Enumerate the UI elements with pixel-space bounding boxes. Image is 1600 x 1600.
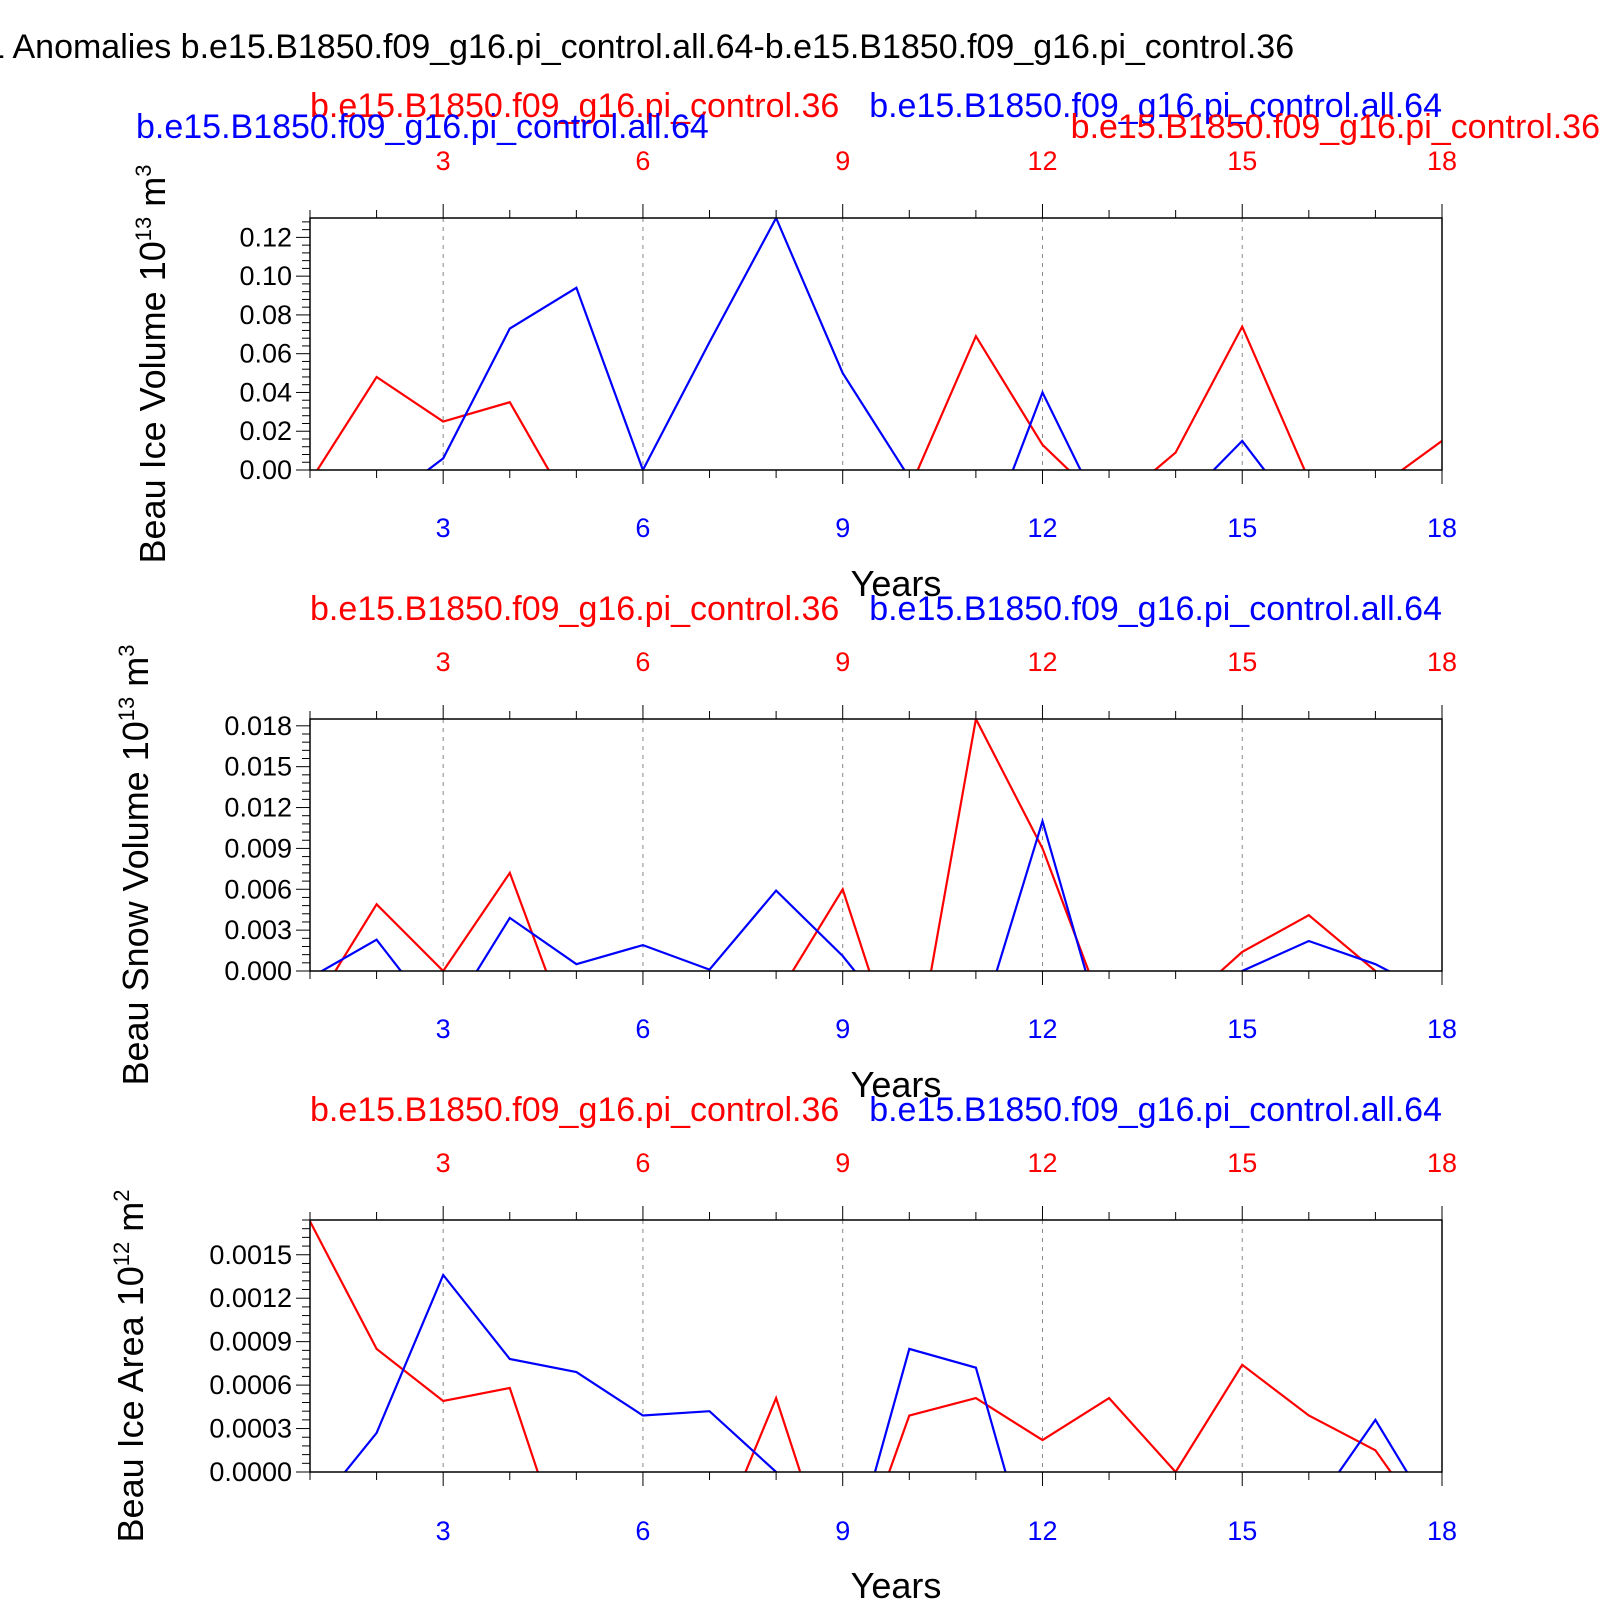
x-tick-label-bottom: 9 — [835, 513, 850, 543]
y-tick-label: 0.00 — [239, 455, 292, 485]
plot-frame — [309, 1219, 1443, 1473]
y-tick-label: 0.0000 — [209, 1457, 292, 1487]
x-tick-label-top: 12 — [1027, 647, 1057, 677]
y-tick-label: 0.006 — [224, 874, 292, 904]
x-tick-label-bottom: 18 — [1427, 1516, 1457, 1546]
series-group — [310, 1220, 1409, 1472]
series-title-red: b.e15.B1850.f09_g16.pi_control.36 — [310, 87, 839, 125]
series-title-blue: b.e15.B1850.f09_g16.pi_control.all.64 — [869, 87, 1442, 125]
y-tick-label: 0.000 — [224, 956, 292, 986]
y-axis-label: Beau Ice Area 1012 m2 — [109, 1190, 151, 1543]
x-tick-label-bottom: 15 — [1227, 1516, 1257, 1546]
y-tick-label: 0.009 — [224, 833, 292, 863]
x-tick-label-bottom: 12 — [1027, 1014, 1057, 1044]
plot-frame — [309, 217, 1443, 471]
x-tick-label-bottom: 3 — [436, 1516, 451, 1546]
series-title-blue-extra: b.e15.B1850.f09_g16.pi_control.all.64 — [136, 108, 709, 146]
x-tick-label-top: 3 — [436, 647, 451, 677]
y-axis-label: Beau Ice Volume 1013 m3 — [131, 165, 173, 564]
page-title: 1 Anomalies b.e15.B1850.f09_g16.pi_contr… — [0, 28, 1294, 66]
series-title-blue: b.e15.B1850.f09_g16.pi_control.all.64 — [869, 590, 1442, 628]
y-tick-label: 0.0015 — [209, 1240, 292, 1270]
x-tick-label-bottom: 3 — [436, 513, 451, 543]
x-tick-label-top: 6 — [635, 647, 650, 677]
x-tick-label-bottom: 18 — [1427, 513, 1457, 543]
x-tick-label-top: 15 — [1227, 1148, 1257, 1178]
series-line-blue — [426, 218, 1266, 470]
y-tick-label: 0.012 — [224, 793, 292, 823]
x-tick-label-bottom: 9 — [835, 1516, 850, 1546]
x-tick-label-top: 12 — [1027, 1148, 1057, 1178]
x-tick-label-bottom: 6 — [635, 1014, 650, 1044]
y-tick-label: 0.06 — [239, 339, 292, 369]
y-axis-label: Beau Snow Volume 1013 m3 — [114, 645, 156, 1086]
chart-panel-1: 3 3 6 6 9 9 12 12 15 15 18 18 0.00 0.02 0.04 0.06 0.08 0.… — [131, 87, 1600, 604]
plot-frame — [309, 718, 1443, 972]
y-tick-label: 0.04 — [239, 377, 292, 407]
series-line-blue — [343, 1272, 1409, 1472]
y-tick-label: 0.10 — [239, 261, 292, 291]
x-tick-label-bottom: 6 — [635, 1516, 650, 1546]
x-tick-label-top: 9 — [835, 1148, 850, 1178]
x-axis-label: Years — [851, 563, 942, 604]
series-group — [319, 719, 1392, 971]
y-tick-label: 0.0012 — [209, 1283, 292, 1313]
series-title-red: b.e15.B1850.f09_g16.pi_control.36 — [310, 1091, 839, 1129]
x-tick-label-top: 18 — [1427, 146, 1457, 176]
x-tick-label-top: 18 — [1427, 1148, 1457, 1178]
x-tick-label-bottom: 6 — [635, 513, 650, 543]
series-title-blue: b.e15.B1850.f09_g16.pi_control.all.64 — [869, 1091, 1442, 1129]
x-tick-label-top: 3 — [436, 146, 451, 176]
series-title-red: b.e15.B1850.f09_g16.pi_control.36 — [310, 590, 839, 628]
series-line-blue — [319, 817, 1392, 971]
x-tick-label-top: 18 — [1427, 647, 1457, 677]
chart-panel-2: 3 3 6 6 9 9 12 12 15 15 18 18 0.000 0.003 0.006 0.009 0.… — [114, 590, 1457, 1105]
x-tick-label-bottom: 12 — [1027, 1516, 1057, 1546]
x-tick-label-bottom: 12 — [1027, 513, 1057, 543]
x-tick-label-bottom: 9 — [835, 1014, 850, 1044]
x-tick-label-top: 6 — [635, 146, 650, 176]
y-tick-label: 0.02 — [239, 416, 292, 446]
series-group — [316, 218, 1442, 470]
x-tick-label-bottom: 18 — [1427, 1014, 1457, 1044]
y-tick-label: 0.0003 — [209, 1414, 292, 1444]
series-line-red — [310, 1220, 1393, 1472]
y-tick-label: 0.12 — [239, 222, 292, 252]
chart-panels: 3 3 6 6 9 9 12 12 15 15 18 18 0.00 0.02 0.04 0.06 0.08 0.… — [109, 87, 1600, 1600]
y-tick-label: 0.08 — [239, 300, 292, 330]
x-tick-label-top: 9 — [835, 647, 850, 677]
x-axis-label: Years — [851, 1565, 942, 1600]
x-tick-label-top: 6 — [635, 1148, 650, 1178]
y-tick-label: 0.018 — [224, 711, 292, 741]
x-tick-label-top: 15 — [1227, 647, 1257, 677]
y-tick-label: 0.0006 — [209, 1370, 292, 1400]
x-tick-label-bottom: 15 — [1227, 513, 1257, 543]
x-tick-label-top: 12 — [1027, 146, 1057, 176]
chart-panel-3: 3 3 6 6 9 9 12 12 15 15 18 18 0.0000 0.0003 0.0006 0.00… — [109, 1091, 1457, 1600]
x-tick-label-bottom: 15 — [1227, 1014, 1257, 1044]
y-tick-label: 0.015 — [224, 752, 292, 782]
series-line-red — [334, 719, 1378, 971]
x-tick-label-top: 3 — [436, 1148, 451, 1178]
x-tick-label-top: 15 — [1227, 146, 1257, 176]
series-title-red-extra: b.e15.B1850.f09_g16.pi_control.36 — [1071, 108, 1600, 146]
y-tick-label: 0.0009 — [209, 1327, 292, 1357]
x-tick-label-top: 9 — [835, 146, 850, 176]
series-line-red — [316, 324, 1442, 470]
x-tick-label-bottom: 3 — [436, 1014, 451, 1044]
x-axis-label: Years — [851, 1064, 942, 1105]
y-tick-label: 0.003 — [224, 915, 292, 945]
